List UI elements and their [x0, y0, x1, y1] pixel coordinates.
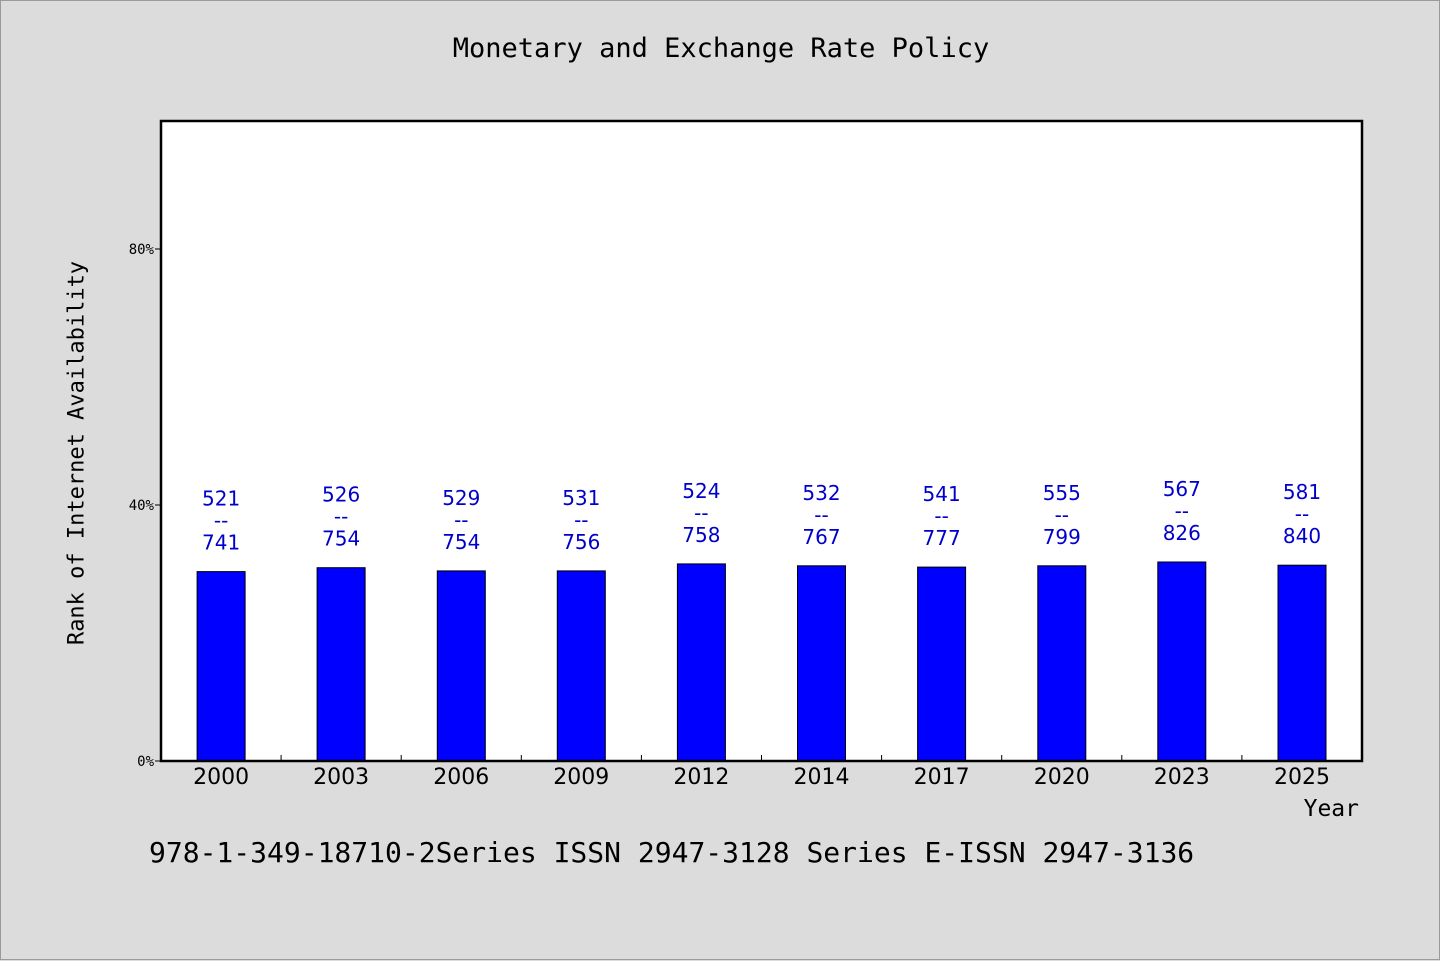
- data-label-2003-2: 754: [322, 527, 360, 551]
- x-tick-label-2012: 2012: [673, 765, 729, 790]
- y-tick-label: 40%: [129, 498, 155, 514]
- bar-2006: [436, 570, 486, 762]
- x-axis-label: Year: [1303, 796, 1359, 822]
- data-label-2009-0: 531: [562, 486, 600, 510]
- data-label-2006-1: --: [454, 508, 468, 532]
- data-label-2000-1: --: [214, 509, 228, 533]
- data-label-2009-1: --: [574, 508, 588, 532]
- data-label-2020-1: --: [1055, 503, 1069, 527]
- data-label-2012-0: 524: [682, 479, 720, 503]
- data-label-2003-0: 526: [322, 483, 360, 507]
- axes-layer: 2000 2003 2006 2009 2012 2014 2017 2020 2023 2025…: [129, 242, 1330, 790]
- data-labels-layer: 521--741526--754529--754531--756524--758…: [202, 477, 1321, 555]
- x-tick-label-2025: 2025: [1274, 765, 1330, 790]
- footer-note: 978-1-349-18710-2Series ISSN 2947-3128 S…: [149, 836, 1195, 869]
- data-label-2023-0: 567: [1163, 477, 1201, 501]
- bars-layer: [196, 561, 1327, 762]
- bar-2014: [797, 565, 846, 762]
- data-label-2006-2: 754: [442, 530, 480, 554]
- bar-2000: [196, 571, 246, 762]
- y-tick-label: 0%: [137, 754, 154, 770]
- x-tick-label-2014: 2014: [794, 765, 850, 790]
- data-label-2025-2: 840: [1283, 524, 1321, 548]
- data-label-2023-1: --: [1175, 499, 1189, 523]
- x-tick-label-2017: 2017: [914, 765, 970, 790]
- data-label-2017-2: 777: [923, 526, 961, 550]
- bar-2009: [556, 570, 606, 762]
- data-label-2014-1: --: [814, 503, 828, 527]
- bar-2003: [316, 567, 366, 762]
- data-label-2014-0: 532: [802, 481, 840, 505]
- data-label-2017-0: 541: [923, 482, 961, 506]
- bar-2020: [1037, 565, 1087, 762]
- data-label-2012-2: 758: [682, 523, 720, 547]
- data-label-2006-0: 529: [442, 486, 480, 510]
- y-tick-label: 80%: [129, 242, 155, 258]
- data-label-2023-2: 826: [1163, 521, 1201, 545]
- bar-2012: [676, 563, 726, 762]
- data-label-2000-2: 741: [202, 531, 240, 555]
- x-tick-label-2000: 2000: [193, 765, 249, 790]
- x-tick-label-2009: 2009: [553, 765, 609, 790]
- data-label-2025-0: 581: [1283, 480, 1321, 504]
- data-label-2000-0: 521: [202, 487, 240, 511]
- data-label-2020-0: 555: [1043, 481, 1081, 505]
- bar-2023: [1157, 561, 1207, 762]
- x-tick-label-2023: 2023: [1154, 765, 1210, 790]
- bar-2025: [1277, 564, 1327, 762]
- chart-title: Monetary and Exchange Rate Policy: [452, 33, 990, 64]
- data-label-2014-2: 767: [802, 525, 840, 549]
- bar-2017: [917, 566, 967, 762]
- x-tick-label-2003: 2003: [313, 765, 369, 790]
- data-label-2012-1: --: [694, 501, 708, 525]
- data-label-2003-1: --: [334, 505, 348, 529]
- data-label-2020-2: 799: [1043, 525, 1081, 549]
- plot-border: [159, 119, 1364, 763]
- x-tick-label-2006: 2006: [433, 765, 489, 790]
- x-tick-label-2020: 2020: [1034, 765, 1090, 790]
- data-label-2025-1: --: [1295, 502, 1309, 526]
- data-label-2009-2: 756: [562, 530, 600, 554]
- data-label-2017-1: --: [934, 504, 948, 528]
